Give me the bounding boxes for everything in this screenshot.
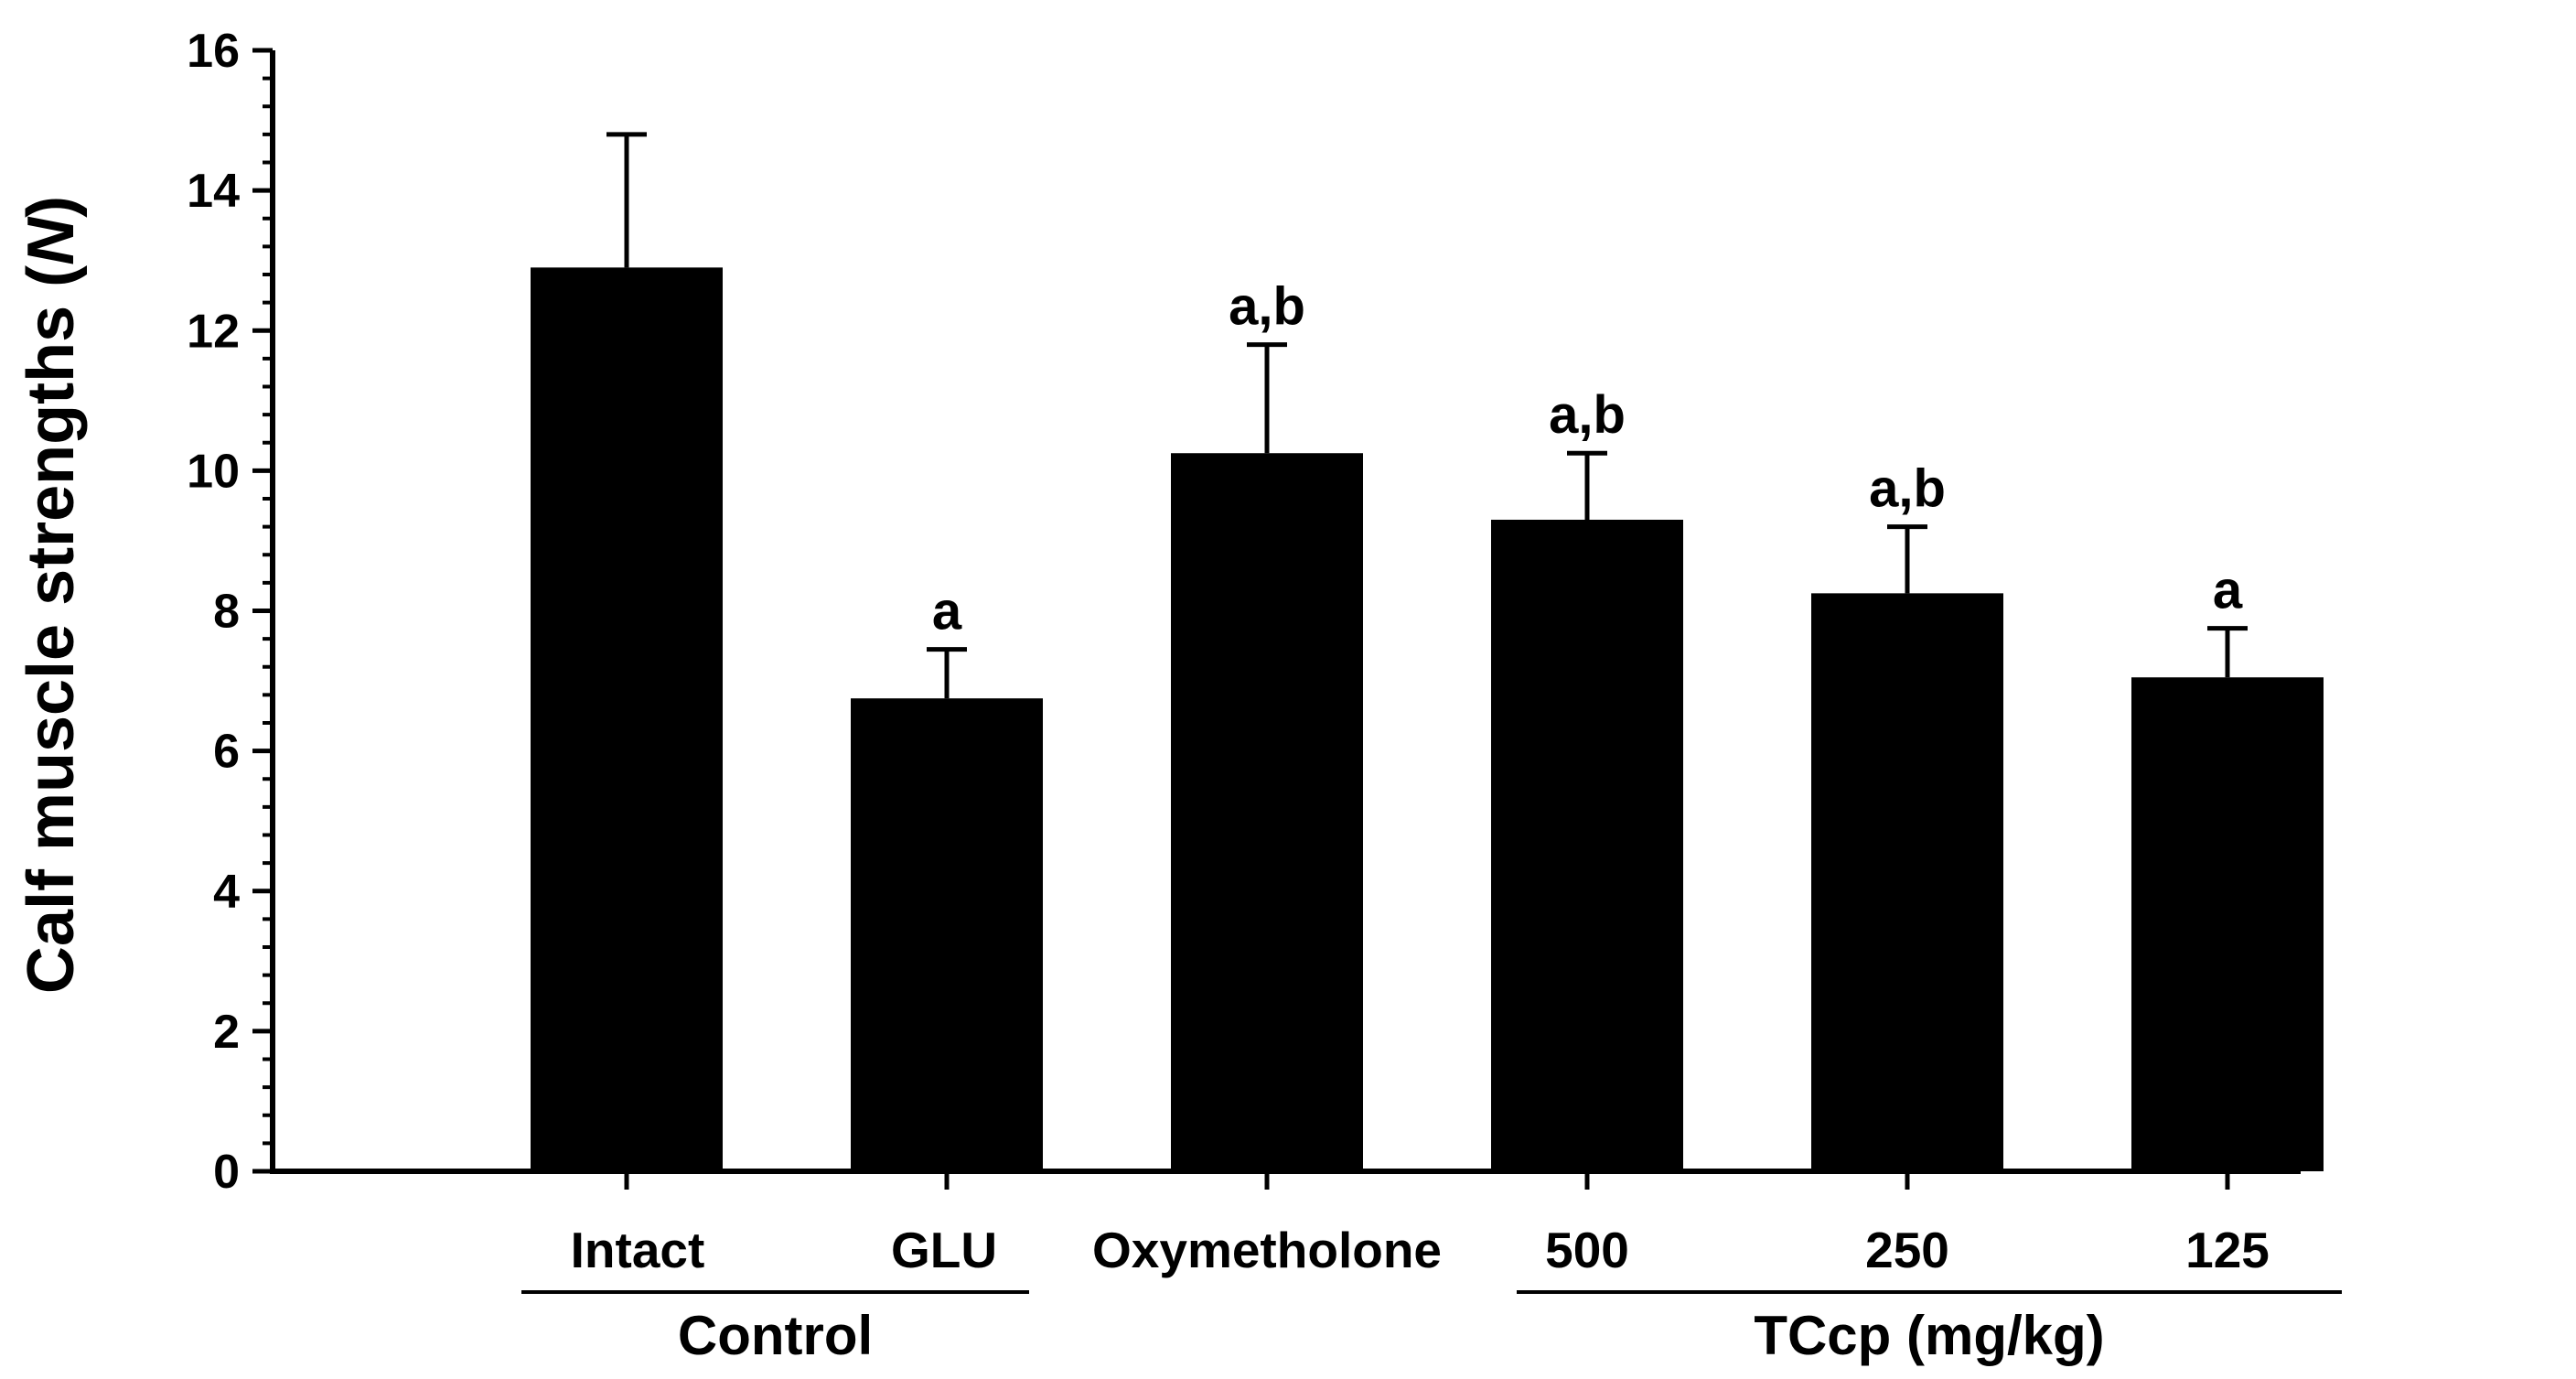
x-category-label: Intact (571, 1222, 705, 1278)
group-label: Control (678, 1305, 873, 1366)
bar (1171, 453, 1363, 1171)
bar (531, 267, 723, 1171)
y-axis-title-close: ) (15, 196, 88, 218)
y-axis-title-unit: N (15, 216, 88, 265)
group-label: TCcp (mg/kg) (1754, 1305, 2104, 1366)
y-tick-label: 6 (213, 726, 240, 779)
x-category-label: Oxymetholone (1092, 1222, 1442, 1278)
bar (1811, 593, 2003, 1171)
y-tick-label: 8 (213, 586, 240, 639)
y-tick-label: 4 (213, 866, 240, 919)
significance-label: a (932, 582, 962, 641)
y-tick-label: 10 (187, 445, 240, 498)
x-category-label: 500 (1545, 1222, 1629, 1278)
significance-label: a,b (1549, 385, 1626, 445)
y-tick-label: 2 (213, 1006, 240, 1059)
bar (1491, 519, 1683, 1171)
significance-label: a,b (1869, 459, 1946, 519)
y-tick-label: 12 (187, 305, 240, 358)
significance-label: a (2213, 561, 2243, 620)
x-category-label: 125 (2185, 1222, 2270, 1278)
y-axis-title-main: Calf muscle strengths ( (15, 265, 88, 994)
y-axis-title: Calf muscle strengths (N) (15, 196, 88, 994)
x-category-label: GLU (891, 1222, 997, 1278)
significance-label: a,b (1229, 277, 1305, 337)
y-tick-label: 14 (187, 165, 240, 218)
bar (2131, 677, 2324, 1171)
y-tick-label: 0 (213, 1146, 240, 1199)
bar (851, 698, 1043, 1171)
x-category-label: 250 (1865, 1222, 1949, 1278)
y-tick-label: 16 (187, 25, 240, 78)
